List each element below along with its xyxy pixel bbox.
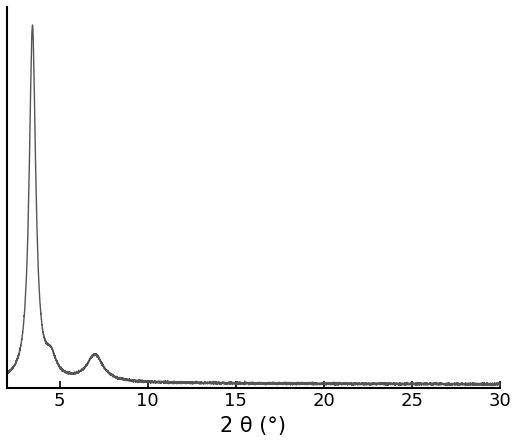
X-axis label: 2 θ (°): 2 θ (°) (220, 416, 286, 436)
